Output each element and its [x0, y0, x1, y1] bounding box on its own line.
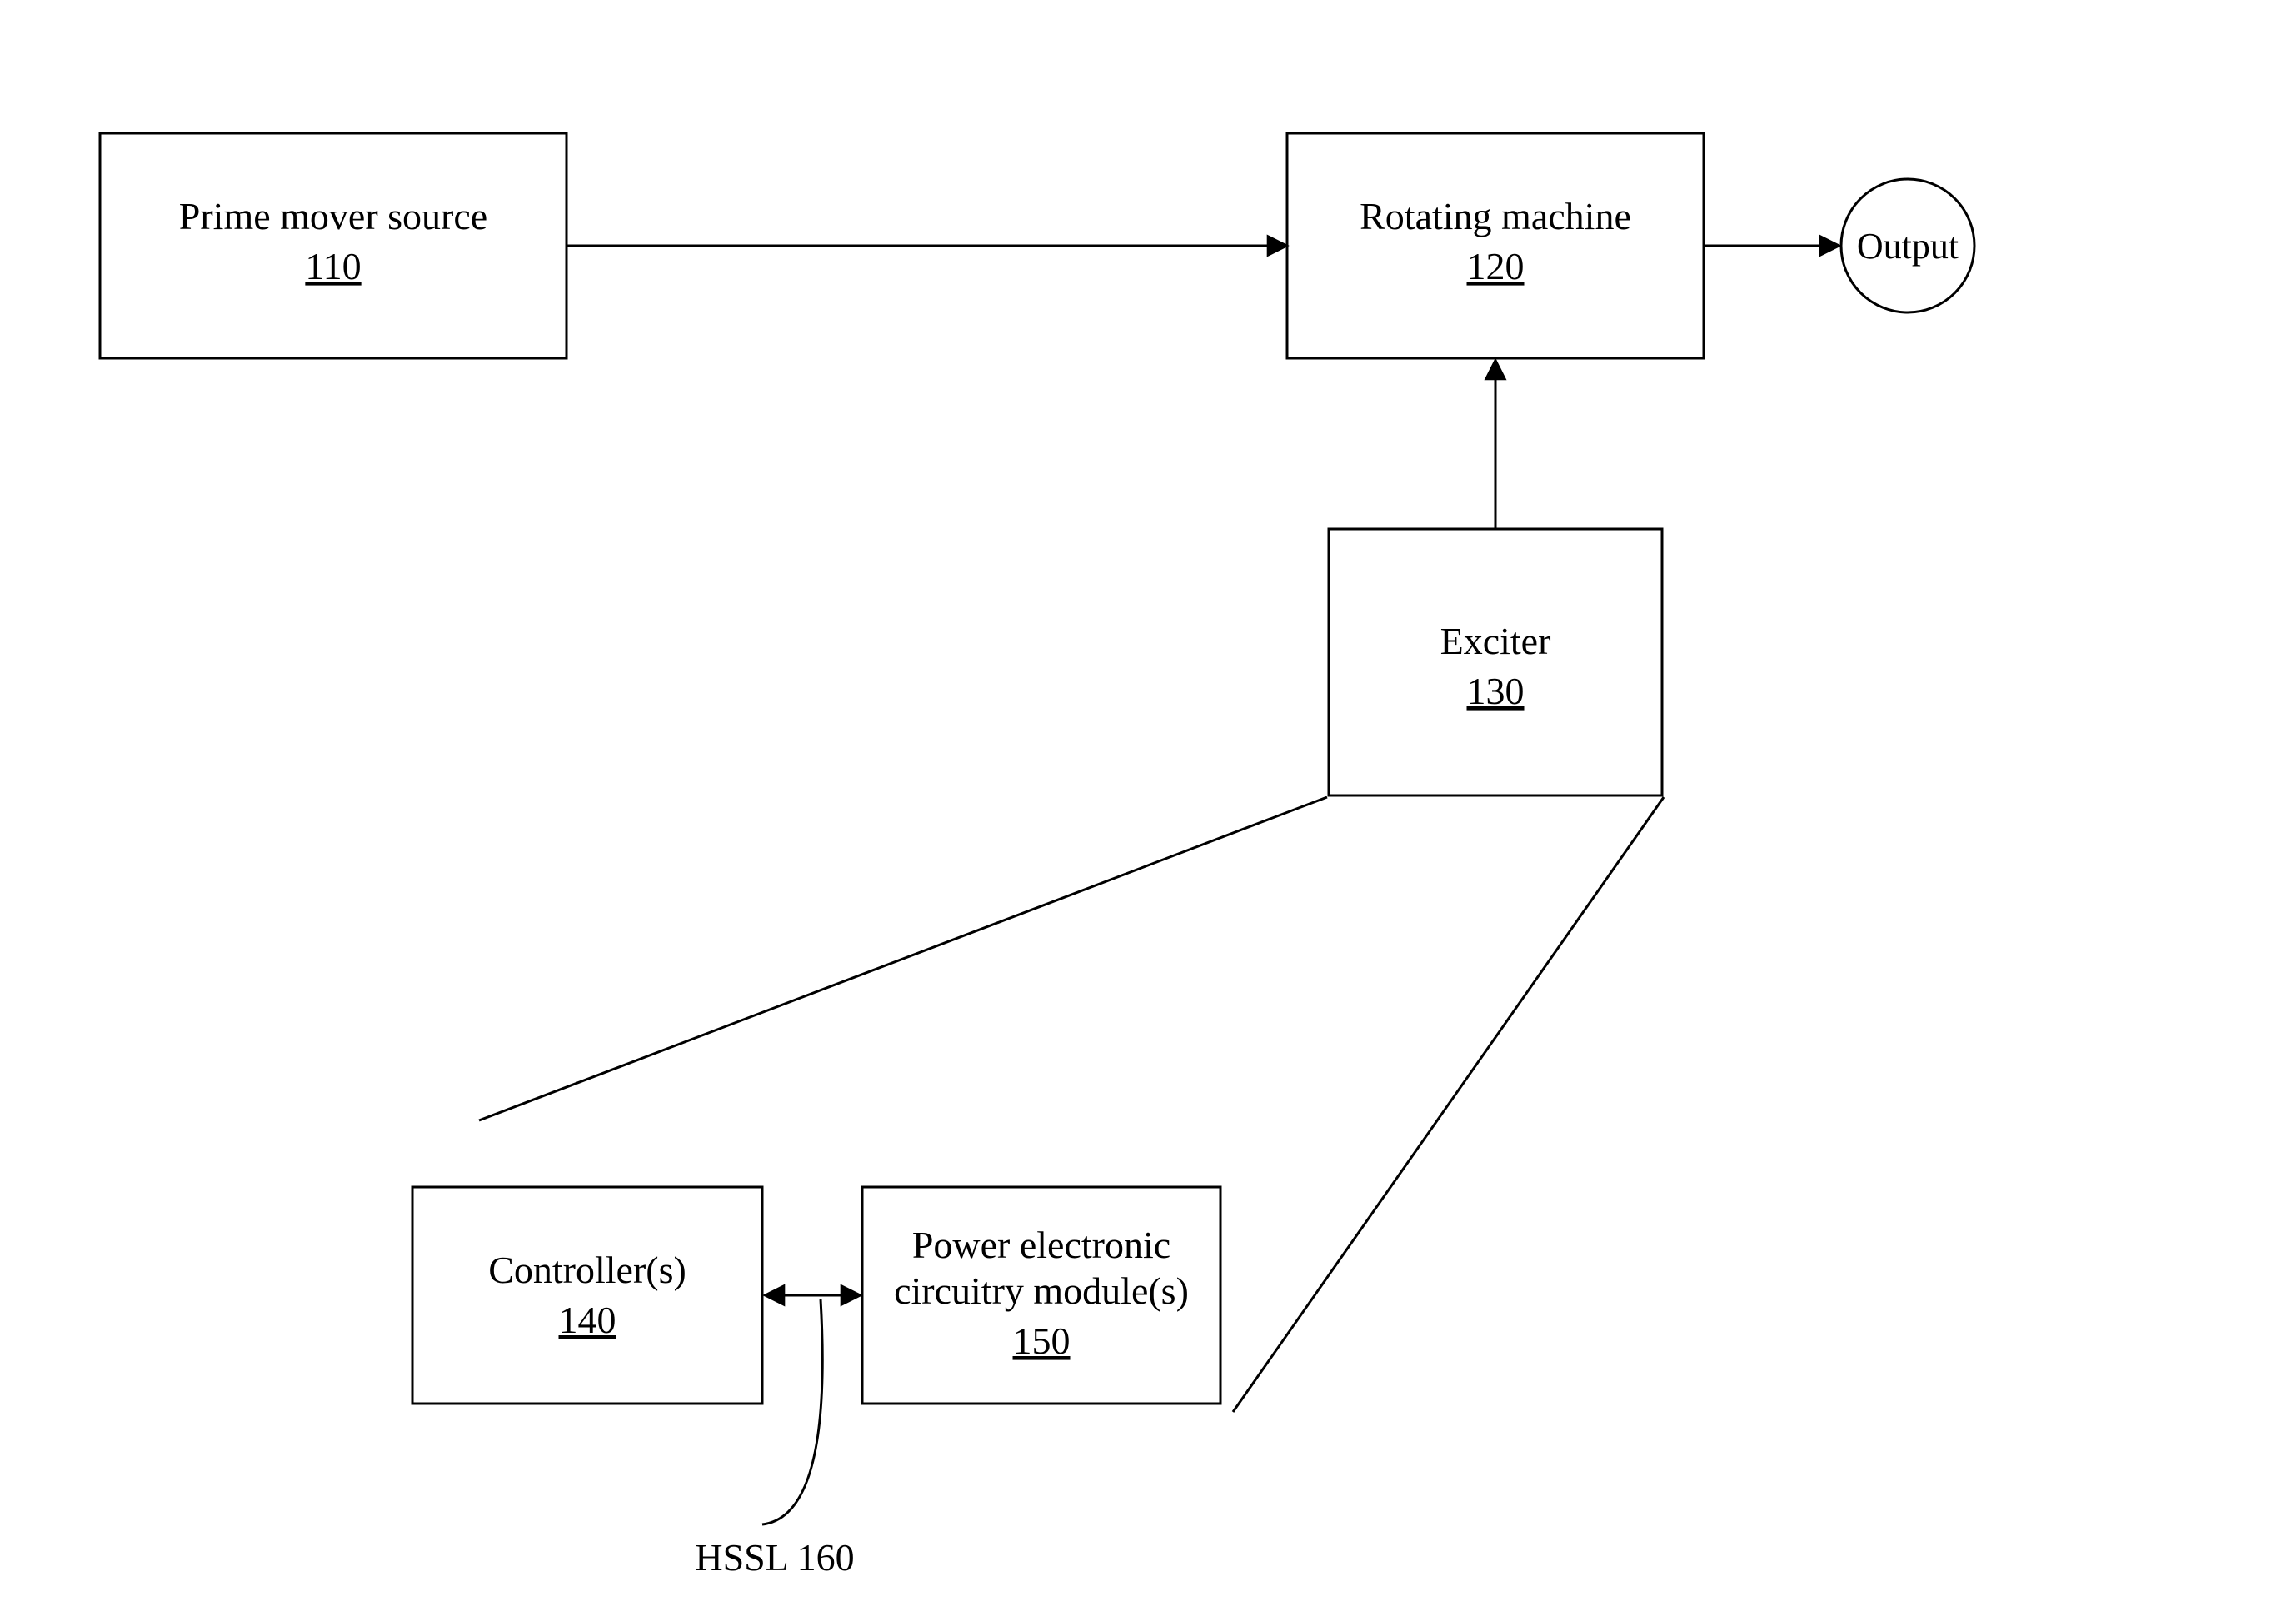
controller-num: 140: [559, 1299, 616, 1341]
diagram-canvas: Prime mover source 110 Rotating machine …: [0, 0, 2296, 1611]
callout-right: [1233, 797, 1664, 1412]
node-controller: Controller(s) 140: [412, 1187, 762, 1404]
hssl-label: HSSL 160: [695, 1536, 854, 1579]
node-output: Output: [1841, 179, 1974, 312]
rotating-machine-label: Rotating machine: [1360, 195, 1631, 237]
prime-mover-label: Prime mover source: [179, 195, 487, 237]
hssl-pointer: [762, 1299, 822, 1524]
callout-left: [479, 797, 1327, 1120]
exciter-label: Exciter: [1440, 620, 1551, 662]
pecm-label1: Power electronic: [912, 1224, 1170, 1266]
node-prime-mover: Prime mover source 110: [100, 133, 567, 358]
exciter-num: 130: [1467, 670, 1525, 712]
node-pecm: Power electronic circuitry module(s) 150: [862, 1187, 1220, 1404]
rotating-machine-num: 120: [1467, 245, 1525, 287]
pecm-num: 150: [1013, 1319, 1071, 1362]
controller-label: Controller(s): [488, 1249, 686, 1291]
node-exciter: Exciter 130: [1329, 529, 1662, 796]
pecm-label2: circuitry module(s): [894, 1269, 1189, 1312]
prime-mover-num: 110: [305, 245, 361, 287]
output-label: Output: [1857, 226, 1959, 267]
node-rotating-machine: Rotating machine 120: [1287, 133, 1704, 358]
